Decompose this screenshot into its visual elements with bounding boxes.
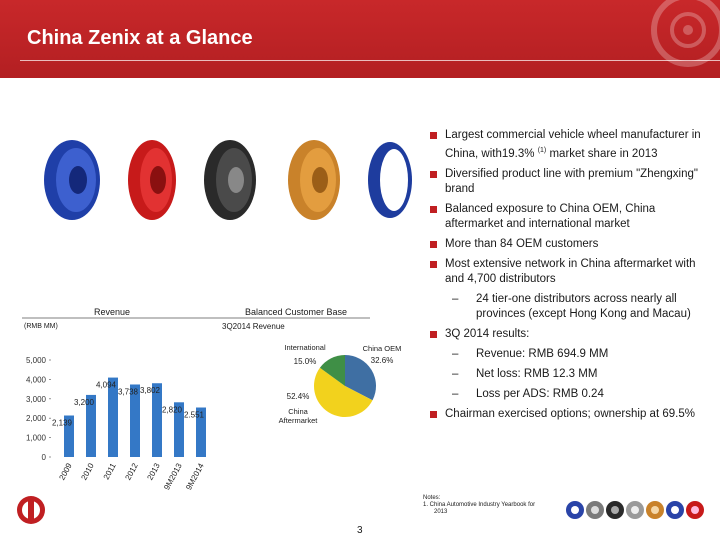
dash-marker: –: [452, 367, 459, 380]
product-wheels-image: [44, 140, 412, 220]
revenue-bar: [108, 377, 118, 457]
sub-bullet-text: Loss per ADS: RMB 0.24: [476, 387, 604, 400]
x-category-label: 2011: [102, 461, 118, 481]
bar-value-label: 3,802: [140, 386, 161, 395]
revenue-bar: [64, 415, 74, 457]
wheel-watermark-icon: [651, 0, 720, 67]
bar-value-label: 3,738: [118, 387, 139, 396]
bar-value-label: 3,200: [74, 398, 95, 407]
x-category-label: 2013: [145, 461, 162, 481]
dash-marker: –: [452, 292, 459, 305]
y-tick-label: 0: [42, 453, 47, 462]
note-item-continued: 2013: [434, 509, 448, 515]
bar-value-label: 2.551: [184, 411, 205, 420]
bar-value-label: 2,139: [52, 419, 73, 428]
sub-bullet-net-loss: – Net loss: RMB 12.3 MM: [430, 367, 710, 382]
revenue-bar: [196, 407, 206, 457]
pie-slice-value: 15.0%: [294, 357, 317, 366]
pie-slice-name: International: [284, 343, 326, 352]
bullet-network: Most extensive network in China aftermar…: [430, 257, 710, 287]
x-category-label: 9M2013: [162, 461, 184, 491]
bullet-chairman: Chairman exercised options; ownership at…: [430, 407, 710, 422]
sub-bullet-revenue: – Revenue: RMB 694.9 MM: [430, 347, 710, 362]
key-facts-list: Largest commercial vehicle wheel manufac…: [430, 128, 710, 427]
bar-value-label: 4,094: [96, 381, 117, 390]
pie-slice-value: 52.4%: [287, 392, 310, 401]
y-tick-label: 4,000: [26, 375, 47, 384]
header-divider: [20, 60, 720, 61]
sub-bullet-text: Net loss: RMB 12.3 MM: [476, 367, 598, 380]
pie-slice-name-line2: Aftermarket: [279, 416, 319, 425]
page-title: China Zenix at a Glance: [27, 27, 253, 49]
sub-bullet-text: 24 tier-one distributors across nearly a…: [476, 292, 691, 320]
revenue-unit-label: (RMB MM): [24, 323, 58, 330]
orange-wheel-icon: [288, 140, 340, 220]
blue-wheel-icon: [44, 140, 100, 220]
bullet-product-line: Diversified product line with premium "Z…: [430, 167, 710, 197]
revenue-bar: [174, 402, 184, 457]
revenue-bar: [130, 384, 140, 457]
customer-base-subtitle: 3Q2014 Revenue: [222, 322, 285, 331]
bullet-text: Balanced exposure to China OEM, China af…: [445, 202, 656, 230]
pie-slice: [314, 367, 373, 417]
bullet-text: Most extensive network in China aftermar…: [445, 257, 696, 285]
y-tick-label: 3,000: [26, 395, 47, 404]
notes-heading: Notes:: [423, 495, 441, 501]
footer-wheels-strip-icon: [566, 501, 704, 519]
x-category-label: 2012: [123, 461, 140, 481]
x-category-label: 2009: [57, 461, 74, 481]
revenue-chart-title: Revenue: [94, 307, 131, 317]
red-wheel-icon: [128, 140, 176, 220]
revenue-bar-chart: 0 1,000 2,000 3,000 4,000 5,000 2,139 2009 3,200…: [26, 356, 206, 491]
pie-slice-name: China: [288, 407, 308, 416]
bullet-market-share: Largest commercial vehicle wheel manufac…: [430, 128, 710, 162]
pie-slice: [345, 355, 376, 401]
pie-slice: [319, 355, 345, 386]
revenue-bar: [86, 394, 96, 457]
x-category-label: 2010: [79, 461, 96, 481]
dash-marker: –: [452, 387, 459, 400]
chart-header-rule: [22, 317, 370, 319]
pie-slice-value: 32.6%: [371, 356, 394, 365]
bullet-text: Chairman exercised options; ownership at…: [445, 407, 695, 420]
bullet-text-tail: market share in 2013: [549, 147, 658, 160]
footnote-marker: (1): [537, 147, 547, 154]
sub-bullet-distributors: – 24 tier-one distributors across nearly…: [430, 292, 710, 322]
bullet-oem-customers: More than 84 OEM customers: [430, 237, 710, 252]
note-item: 1. China Automotive Industry Yearbook fo…: [423, 502, 536, 508]
dash-marker: –: [452, 347, 459, 360]
revenue-bar: [152, 383, 162, 457]
bullet-exposure: Balanced exposure to China OEM, China af…: [430, 202, 710, 232]
y-tick-label: 2,000: [26, 414, 47, 423]
y-tick-label: 5,000: [26, 356, 47, 365]
bullet-3q-results: 3Q 2014 results:: [430, 327, 710, 342]
black-wheel-icon: [204, 140, 256, 220]
customer-base-chart-title: Balanced Customer Base: [245, 307, 348, 317]
bullet-text: More than 84 OEM customers: [445, 237, 599, 250]
bullet-text: Diversified product line with premium "Z…: [445, 167, 698, 195]
header-band: China Zenix at a Glance: [0, 0, 720, 78]
x-category-label: 9M2014: [184, 461, 206, 491]
pie-slice-name: China OEM: [363, 344, 402, 353]
page-number: 3: [357, 525, 363, 536]
notes: Notes: 1. China Automotive Industry Year…: [423, 495, 535, 516]
bullet-text: Largest commercial vehicle wheel manufac…: [445, 129, 701, 160]
bar-value-label: 2,820: [162, 405, 183, 414]
sub-bullet-loss-per-ads: – Loss per ADS: RMB 0.24: [430, 387, 710, 402]
y-tick-label: 1,000: [26, 434, 47, 443]
sub-bullet-text: Revenue: RMB 694.9 MM: [476, 347, 609, 360]
company-logo-icon: [17, 496, 45, 524]
bullet-text: 3Q 2014 results:: [445, 327, 530, 340]
blue-rim-icon: [368, 142, 412, 218]
